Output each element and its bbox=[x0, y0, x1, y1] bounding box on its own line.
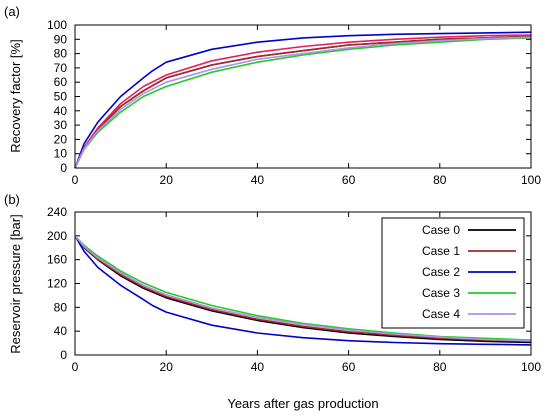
panel-a-y-tick-label: 70 bbox=[54, 61, 68, 75]
panel-a-series-lines bbox=[74, 31, 532, 169]
panel-a-y-axis-label: Recovery factor [%] bbox=[8, 39, 23, 152]
legend-label: Case 0 bbox=[422, 223, 460, 237]
legend: Case 0 Case 1 Case 2 Case 3 Case 4 bbox=[381, 217, 525, 329]
panel-b-y-tick-label: 40 bbox=[54, 324, 68, 338]
panel-b-plot-frame bbox=[74, 211, 532, 356]
panel-a-label: (a) bbox=[4, 4, 20, 19]
panel-b-x-tick-label: 100 bbox=[521, 360, 541, 374]
panel-a-y-tick-label: 30 bbox=[54, 118, 68, 132]
panel-b-series-case-2 bbox=[74, 235, 532, 346]
panel-a-y-tick-label: 60 bbox=[54, 75, 68, 89]
panel-a-series-line-1 bbox=[74, 35, 532, 169]
panel-a-series-line-4 bbox=[74, 34, 532, 169]
panel-a-y-tick-label: 40 bbox=[54, 104, 68, 118]
panel-a-x-tick-label: 0 bbox=[72, 173, 79, 187]
panel-b-x-tick-label: 0 bbox=[72, 360, 79, 374]
legend-label: Case 2 bbox=[422, 265, 460, 279]
recovery-factor-panel: (a) Recovery factor [%] 0 20 40 60 80 1000102… bbox=[4, 4, 541, 187]
panel-b-axis-ticks: 0 20 40 60 80 100 0 40 80 120 160 200 240 bbox=[47, 205, 541, 374]
panel-b-y-tick-label: 0 bbox=[60, 348, 67, 362]
panel-b-series-case-1 bbox=[74, 235, 532, 343]
panel-b-x-tick-label: 80 bbox=[433, 360, 447, 374]
panel-a-y-tick-label: 0 bbox=[60, 161, 67, 175]
panel-b-x-tick-label: 60 bbox=[342, 360, 356, 374]
panel-b-y-tick-label: 160 bbox=[47, 253, 67, 267]
panel-a-x-tick-label: 40 bbox=[251, 173, 265, 187]
panel-a-y-tick-label: 20 bbox=[54, 132, 68, 146]
panel-b-y-tick-label: 80 bbox=[54, 300, 68, 314]
panel-b-y-tick-label: 120 bbox=[47, 277, 67, 291]
panel-a-x-tick-label: 60 bbox=[342, 173, 356, 187]
panel-b-y-axis-label: Reservoir pressure [bar] bbox=[8, 214, 23, 353]
x-axis-label: Years after gas production bbox=[227, 396, 378, 411]
panel-a-y-tick-label: 10 bbox=[54, 147, 68, 161]
panel-a-series-line-3 bbox=[74, 37, 532, 169]
reservoir-pressure-panel: (b) Reservoir pressure [bar] 0 20 40 60 80 10… bbox=[4, 192, 541, 411]
panel-a-series-line-0 bbox=[74, 35, 532, 169]
panel-a-series-line-2 bbox=[74, 31, 532, 169]
panel-b-series-case-4 bbox=[74, 235, 532, 342]
panel-a-y-tick-label: 50 bbox=[54, 90, 68, 104]
panel-b-series-lines bbox=[74, 235, 532, 346]
panel-a-y-tick-label: 80 bbox=[54, 47, 68, 61]
panel-a-series-line-5 bbox=[74, 36, 532, 169]
panel-a-x-tick-label: 20 bbox=[160, 173, 174, 187]
panel-b-x-tick-label: 20 bbox=[160, 360, 174, 374]
legend-box bbox=[381, 217, 525, 329]
panel-b-label: (b) bbox=[4, 192, 20, 207]
legend-label: Case 3 bbox=[422, 286, 460, 300]
legend-label: Case 1 bbox=[422, 244, 460, 258]
panel-a-plot-frame bbox=[74, 24, 532, 169]
panel-b-x-tick-label: 40 bbox=[251, 360, 265, 374]
panel-a-y-tick-label: 90 bbox=[54, 32, 68, 46]
legend-label: Case 4 bbox=[422, 307, 460, 321]
panel-a-x-tick-label: 80 bbox=[433, 173, 447, 187]
panel-b-y-tick-label: 200 bbox=[47, 229, 67, 243]
panel-a-x-tick-label: 100 bbox=[521, 173, 541, 187]
panel-b-y-tick-label: 240 bbox=[47, 205, 67, 219]
panel-a-y-tick-label: 100 bbox=[47, 18, 67, 32]
